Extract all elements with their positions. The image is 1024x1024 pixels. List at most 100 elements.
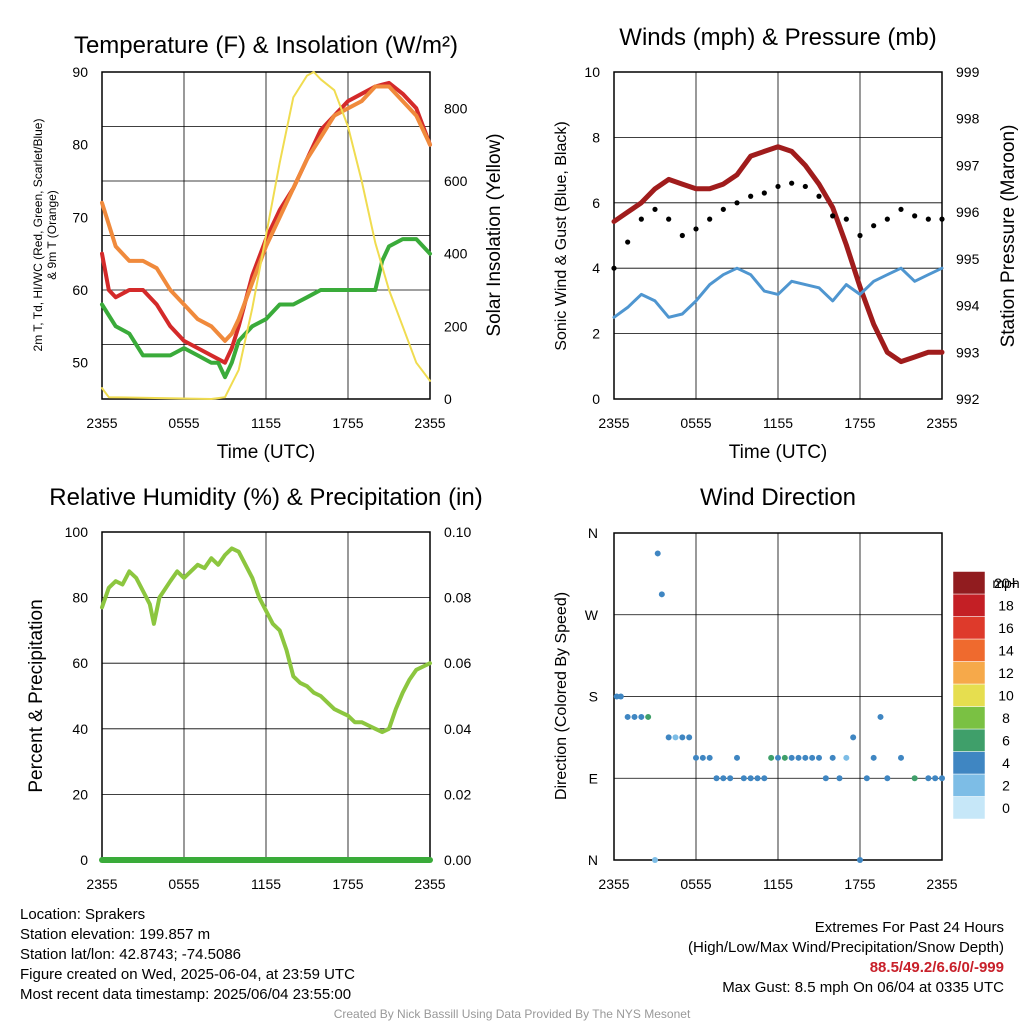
gust-point: [912, 213, 918, 219]
y-tick-label: 0.02: [444, 786, 471, 802]
legend-label: 12: [998, 665, 1014, 681]
direction-point: [693, 754, 699, 761]
x-tick-label: 0555: [680, 415, 711, 431]
gust-point: [707, 216, 713, 222]
y-tick-label: 50: [72, 355, 88, 371]
direction-point: [925, 775, 932, 782]
x-tick-label: 2355: [414, 415, 445, 431]
direction-point: [870, 754, 877, 761]
direction-title: Wind Direction: [700, 484, 856, 511]
direction-point: [631, 713, 638, 720]
legend-title: mph: [992, 575, 1019, 591]
gust-point: [789, 180, 795, 186]
legend-swatch: [952, 661, 986, 685]
direction-point: [699, 754, 706, 761]
gust-point: [925, 216, 931, 222]
y-tick-label: 997: [956, 157, 980, 173]
x-tick-label: 1755: [844, 415, 875, 431]
legend-swatch: [952, 571, 986, 595]
y-tick-label: 993: [956, 344, 980, 360]
y-tick-label: 998: [956, 111, 980, 127]
legend-label: 16: [998, 620, 1014, 636]
wind-panel: Winds (mph) & Pressure (mb) 2355 0555 1155…: [553, 24, 1019, 463]
y-tick-label: 2: [592, 326, 600, 342]
gust-point: [871, 223, 877, 229]
direction-point: [939, 775, 945, 782]
pressure-ylabel: Station Pressure (Maroon): [998, 125, 1019, 348]
direction-point: [686, 734, 693, 741]
x-tick-label: 0555: [168, 415, 199, 431]
direction-point: [829, 754, 836, 761]
station-info: Location: Sprakers Station elevation: 19…: [20, 905, 355, 1005]
y-tick-label: N: [588, 525, 598, 541]
direction-point: [740, 775, 747, 782]
direction-point: [822, 775, 829, 782]
gust-point: [693, 226, 699, 232]
credit-text: Created By Nick Bassill Using Data Provi…: [333, 1007, 691, 1021]
legend-label: 14: [998, 642, 1014, 658]
direction-point: [911, 775, 918, 782]
humidity-title: Relative Humidity (%) & Precipitation (i…: [49, 484, 482, 511]
latlon-text: Station lat/lon: 42.8743; -74.5086: [20, 946, 242, 963]
direction-point: [836, 775, 843, 782]
x-tick-label: 2355: [598, 876, 629, 892]
y-tick-label: 0: [80, 852, 88, 868]
y-tick-label: 0: [444, 391, 452, 407]
dewpoint-line: [100, 237, 432, 380]
y-tick-label: S: [589, 689, 598, 705]
humidity-ylabel: Percent & Precipitation: [26, 599, 47, 792]
legend-label: 18: [998, 597, 1014, 613]
direction-point: [795, 754, 802, 761]
y-tick-label: 992: [956, 391, 980, 407]
gust-point: [816, 193, 822, 199]
gust-point: [638, 216, 644, 222]
legend-label: 6: [1002, 732, 1010, 748]
y-tick-label: 800: [444, 100, 468, 116]
temperature-ylabel-line1: 2m T, Td, HI/WC (Red, Green, Scarlet/Blu…: [31, 119, 45, 352]
direction-point: [617, 693, 624, 700]
y-tick-label: 10: [584, 64, 600, 80]
x-tick-label: 1755: [332, 415, 363, 431]
y-tick-label: 20: [72, 786, 88, 802]
y-tick-label: 80: [72, 137, 88, 153]
direction-point: [720, 775, 727, 782]
y-tick-label: 80: [72, 590, 88, 606]
direction-point: [884, 775, 891, 782]
y-tick-label: 995: [956, 251, 980, 267]
legend-label: 20+: [994, 575, 1018, 591]
y-tick-label: 70: [72, 209, 88, 225]
y-tick-label: W: [585, 607, 599, 623]
extremes-info: Extremes For Past 24 Hours (High/Low/Max…: [688, 918, 1004, 998]
direction-point: [624, 713, 631, 720]
insolation-ylabel: Solar Insolation (Yellow): [484, 133, 505, 336]
pressure-line: [611, 144, 945, 365]
y-tick-label: 600: [444, 173, 468, 189]
x-tick-label: 0555: [168, 876, 199, 892]
y-tick-label: 999: [956, 64, 980, 80]
gust-point: [775, 183, 781, 190]
y-tick-label: 90: [72, 64, 88, 80]
y-tick-label: 0.06: [444, 655, 471, 671]
y-tick-label: 996: [956, 204, 980, 220]
gust-point: [830, 213, 836, 219]
max-gust-text: Max Gust: 8.5 mph On 06/04 at 0335 UTC: [722, 979, 1004, 996]
legend-swatch: [952, 706, 986, 730]
x-tick-label: 1755: [332, 876, 363, 892]
y-tick-label: 0.08: [444, 590, 471, 606]
rh-line: [100, 546, 432, 735]
wind-xlabel: Time (UTC): [729, 442, 828, 463]
y-tick-label: 60: [72, 655, 88, 671]
direction-point: [843, 754, 850, 761]
insolation-line: [101, 71, 431, 400]
y-tick-label: 4: [592, 260, 600, 276]
gust-point: [625, 239, 631, 245]
x-tick-label: 1155: [251, 876, 281, 892]
gust-point: [748, 193, 754, 199]
gust-point: [898, 206, 904, 212]
created-text: Figure created on Wed, 2025-06-04, at 23…: [20, 966, 355, 983]
gust-point: [734, 200, 740, 206]
legend-label: 8: [1002, 710, 1010, 726]
y-tick-label: E: [589, 770, 598, 786]
legend-label: 2: [1002, 777, 1010, 793]
